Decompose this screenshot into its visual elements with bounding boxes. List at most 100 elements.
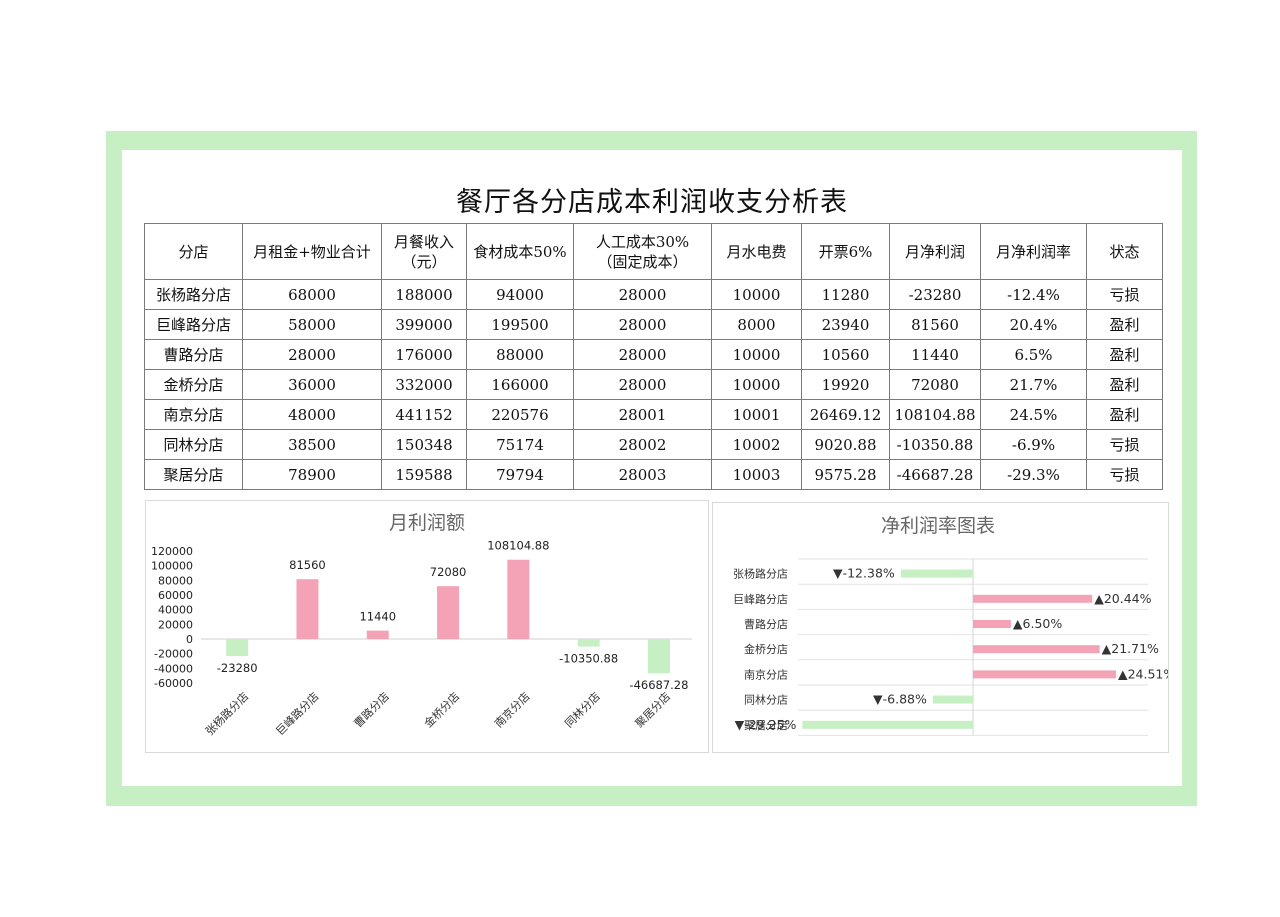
table-cell: 88000 xyxy=(466,339,574,370)
table-cell: -46687.28 xyxy=(889,459,981,490)
table-cell: -12.4% xyxy=(980,279,1087,310)
table-cell: 19920 xyxy=(801,369,890,400)
bar-value-label: 11440 xyxy=(359,610,396,624)
table-cell: 同林分店 xyxy=(144,429,243,460)
table-cell: 金桥分店 xyxy=(144,369,243,400)
y-tick-label: 60000 xyxy=(158,589,193,602)
table-cell: 199500 xyxy=(466,309,574,340)
table-row: 金桥分店 36000 332000 166000 28000 10000 19920 7208… xyxy=(144,369,1163,400)
bar-value-label: -46687.28 xyxy=(629,678,688,692)
table-cell: 11280 xyxy=(801,279,890,310)
table-cell: 10001 xyxy=(711,399,802,430)
column-header-label: 状态 xyxy=(1109,242,1140,261)
margin-bar xyxy=(973,620,1011,628)
y-tick-label: 100000 xyxy=(151,560,193,573)
table-cell: 10003 xyxy=(711,459,802,490)
table-cell: 巨峰路分店 xyxy=(144,309,243,340)
table-body: 张杨路分店 68000 188000 94000 28000 10000 11280 -232… xyxy=(144,279,1163,490)
column-header: 月净利润 xyxy=(889,223,981,280)
net-margin-chart: 净利润率图表 张杨路分店 ▼-12.38% 巨峰路分店 ▲20.44% 曹路分店 ▲6.50… xyxy=(712,502,1169,753)
bar-value-label: ▼-12.38% xyxy=(833,566,895,581)
table-cell: 75174 xyxy=(466,429,574,460)
bar-value-label: 72080 xyxy=(430,565,467,579)
bar-value-label: ▲24.51% xyxy=(1118,666,1168,681)
table-cell: -10350.88 xyxy=(889,429,981,460)
margin-bar xyxy=(973,670,1116,679)
bar-value-label: ▼-29.25% xyxy=(735,717,797,732)
table-cell: 332000 xyxy=(381,369,467,400)
table-header-row: 分店 月租金+物业合计 月餐收入 （元） 食材成本50% 人工成本30% （固定成本） 月水电… xyxy=(144,223,1163,280)
table-cell: 聚居分店 xyxy=(144,459,243,490)
table-cell: 58000 xyxy=(242,309,382,340)
column-header: 月餐收入 （元） xyxy=(381,223,467,280)
table-cell: 78900 xyxy=(242,459,382,490)
page-title: 餐厅各分店成本利润收支分析表 xyxy=(456,187,848,218)
table-cell: 9575.28 xyxy=(801,459,890,490)
table-cell: 150348 xyxy=(381,429,467,460)
table-cell: 399000 xyxy=(381,309,467,340)
column-header-label: 月水电费 xyxy=(726,242,787,261)
table-cell: 亏损 xyxy=(1086,459,1163,490)
table-cell: 28000 xyxy=(573,369,712,400)
x-tick-label: 张杨路分店 xyxy=(202,689,251,738)
profit-bar xyxy=(366,630,389,639)
margin-bar xyxy=(973,645,1100,654)
profit-bar xyxy=(577,639,600,647)
column-header: 分店 xyxy=(144,223,243,280)
table-row: 南京分店 48000 441152 220576 28001 10001 26469.12 1… xyxy=(144,399,1163,430)
column-header-label: 月净利润率 xyxy=(995,242,1071,261)
table-row: 同林分店 38500 150348 75174 28002 10002 9020.88 -10… xyxy=(144,429,1163,460)
table-cell: -23280 xyxy=(889,279,981,310)
monthly-profit-chart: 月利润额 120000 100000 80000 60000 40000 20000 0 -20… xyxy=(145,500,709,753)
cost-profit-table: 分店 月租金+物业合计 月餐收入 （元） 食材成本50% 人工成本30% （固定成本） 月水电… xyxy=(144,223,1163,490)
x-tick-label: 巨峰路分店 xyxy=(273,689,322,738)
y-tick-label: -20000 xyxy=(154,648,193,661)
profit-bar xyxy=(647,639,670,674)
column-header-label: 开票6% xyxy=(818,242,873,261)
table-cell: 72080 xyxy=(889,369,981,400)
bar-value-label: ▲21.71% xyxy=(1102,641,1159,656)
table-cell: 亏损 xyxy=(1086,429,1163,460)
column-header-label: 月租金+物业合计 xyxy=(253,242,371,261)
column-header: 开票6% xyxy=(801,223,890,280)
category-label: 聚居分店 xyxy=(744,718,788,732)
table-cell: 10000 xyxy=(711,339,802,370)
bar-value-label: ▼-6.88% xyxy=(873,692,927,707)
table-cell: 176000 xyxy=(381,339,467,370)
column-header: 月租金+物业合计 xyxy=(242,223,382,280)
category-label: 金桥分店 xyxy=(744,642,788,656)
x-tick-label: 南京分店 xyxy=(491,689,532,730)
table-cell: 166000 xyxy=(466,369,574,400)
table-cell: 28000 xyxy=(573,339,712,370)
sheet-area: 餐厅各分店成本利润收支分析表 分店 月租金+物业合计 月餐收入 （元） 食材成本50% 人… xyxy=(122,150,1182,786)
table-cell: 68000 xyxy=(242,279,382,310)
table-cell: 6.5% xyxy=(980,339,1087,370)
column-header: 月净利润率 xyxy=(980,223,1087,280)
y-tick-label: 20000 xyxy=(158,618,193,631)
table-cell: 南京分店 xyxy=(144,399,243,430)
bar-value-label: 108104.88 xyxy=(487,539,549,553)
table-cell: 159588 xyxy=(381,459,467,490)
x-tick-label: 曹路分店 xyxy=(351,689,392,730)
table-cell: 盈利 xyxy=(1086,399,1163,430)
column-header-label: 月餐收入 xyxy=(393,232,454,251)
table-cell: 盈利 xyxy=(1086,339,1163,370)
table-cell: 441152 xyxy=(381,399,467,430)
category-label: 巨峰路分店 xyxy=(733,592,788,606)
x-tick-label: 金桥分店 xyxy=(421,689,462,730)
table-row: 巨峰路分店 58000 399000 199500 28000 8000 23940 8156… xyxy=(144,309,1163,340)
y-tick-label: 40000 xyxy=(158,604,193,617)
table-cell: 24.5% xyxy=(980,399,1087,430)
table-cell: 9020.88 xyxy=(801,429,890,460)
column-header-label: 食材成本50% xyxy=(473,242,567,261)
table-cell: -6.9% xyxy=(980,429,1087,460)
profit-bar xyxy=(226,639,249,657)
table-cell: 20.4% xyxy=(980,309,1087,340)
column-header: 食材成本50% xyxy=(466,223,574,280)
column-header: 状态 xyxy=(1086,223,1163,280)
table-cell: 108104.88 xyxy=(889,399,981,430)
profit-bar xyxy=(507,559,530,639)
table-cell: 10560 xyxy=(801,339,890,370)
table-cell: 亏损 xyxy=(1086,279,1163,310)
